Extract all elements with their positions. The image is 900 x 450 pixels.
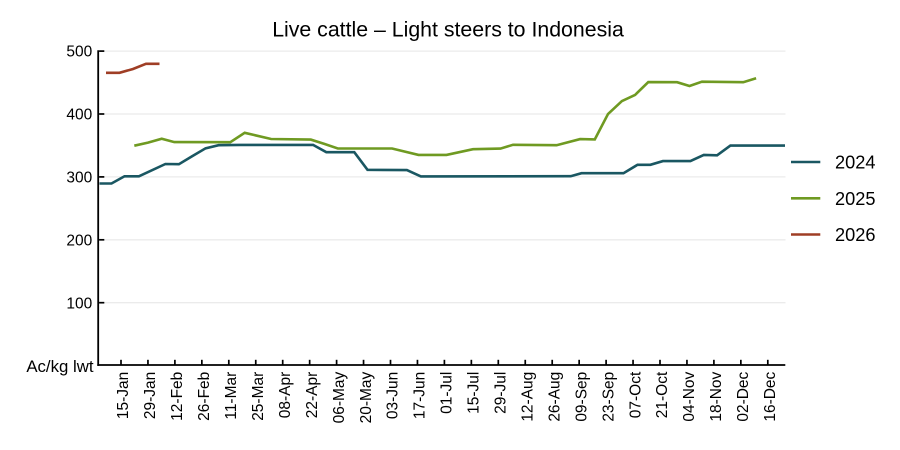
svg-text:2025: 2025: [835, 189, 875, 209]
svg-text:21-Oct: 21-Oct: [654, 371, 671, 418]
svg-text:500: 500: [66, 44, 92, 61]
svg-text:17-Jun: 17-Jun: [412, 372, 429, 419]
svg-text:04-Nov: 04-Nov: [681, 371, 698, 421]
svg-text:22-Apr: 22-Apr: [304, 372, 321, 419]
svg-text:29-Jul: 29-Jul: [493, 372, 510, 414]
svg-text:23-Sep: 23-Sep: [600, 372, 617, 422]
svg-text:20-May: 20-May: [358, 371, 375, 423]
svg-text:02-Dec: 02-Dec: [735, 371, 752, 421]
svg-text:29-Jan: 29-Jan: [142, 372, 159, 419]
svg-text:100: 100: [66, 295, 92, 312]
svg-text:08-Apr: 08-Apr: [277, 372, 294, 419]
svg-text:07-Oct: 07-Oct: [627, 371, 644, 418]
svg-text:12-Feb: 12-Feb: [169, 372, 186, 421]
svg-text:Live cattle – Light steers to: Live cattle – Light steers to Indonesia: [272, 17, 624, 41]
svg-text:15-Jul: 15-Jul: [466, 372, 483, 414]
svg-text:12-Aug: 12-Aug: [519, 372, 536, 422]
svg-text:26-Aug: 26-Aug: [546, 372, 563, 422]
svg-text:03-Jun: 03-Jun: [385, 372, 402, 419]
svg-text:2026: 2026: [835, 225, 875, 245]
svg-text:11-Mar: 11-Mar: [223, 372, 240, 420]
svg-text:Ac/kg lwt: Ac/kg lwt: [26, 357, 93, 376]
svg-text:18-Nov: 18-Nov: [708, 371, 725, 421]
svg-text:200: 200: [66, 232, 92, 249]
svg-text:25-Mar: 25-Mar: [250, 372, 267, 421]
svg-text:26-Feb: 26-Feb: [196, 372, 213, 421]
svg-text:15-Jan: 15-Jan: [115, 372, 132, 419]
svg-text:400: 400: [66, 107, 92, 124]
svg-text:01-Jul: 01-Jul: [439, 372, 456, 414]
svg-text:16-Dec: 16-Dec: [762, 371, 779, 421]
svg-text:06-May: 06-May: [331, 371, 348, 423]
svg-text:2024: 2024: [835, 153, 875, 173]
svg-text:300: 300: [66, 170, 92, 187]
svg-text:09-Sep: 09-Sep: [573, 372, 590, 422]
